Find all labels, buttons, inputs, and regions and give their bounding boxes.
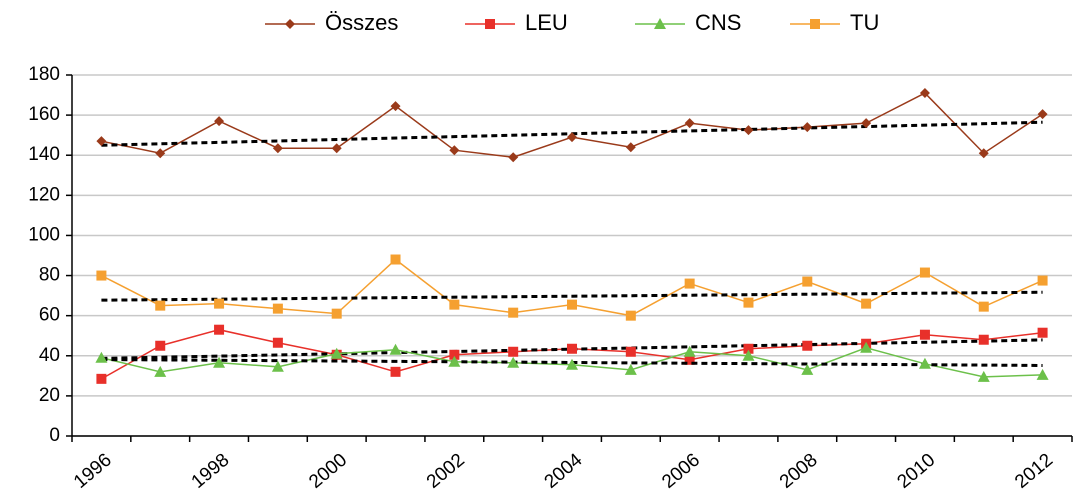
marker: [272, 143, 283, 154]
legend-marker: [654, 18, 666, 29]
marker: [214, 298, 225, 309]
legend-label: Összes: [325, 10, 398, 35]
y-tick-label: 100: [28, 224, 60, 245]
marker: [213, 356, 226, 368]
marker: [743, 297, 754, 308]
x-tick-label: 2006: [658, 450, 704, 493]
marker: [331, 308, 342, 319]
y-tick-label: 0: [49, 425, 60, 446]
marker: [743, 343, 754, 354]
marker: [448, 355, 461, 367]
marker: [743, 125, 754, 136]
marker: [919, 267, 930, 278]
marker: [683, 345, 696, 357]
legend-marker: [285, 19, 295, 29]
marker: [507, 356, 520, 368]
marker: [508, 346, 519, 357]
marker: [567, 132, 577, 143]
marker: [860, 341, 873, 353]
marker: [625, 142, 636, 153]
y-tick-label: 160: [28, 104, 60, 125]
marker: [154, 365, 167, 377]
y-tick-label: 80: [39, 265, 60, 286]
marker: [214, 324, 225, 335]
y-tick-label: 180: [28, 64, 60, 85]
marker: [625, 346, 636, 357]
x-tick-label: 2008: [776, 450, 822, 493]
marker: [390, 101, 401, 112]
marker: [624, 363, 637, 375]
marker: [742, 349, 755, 361]
marker: [684, 354, 695, 365]
marker: [801, 363, 814, 375]
x-tick-label: 2002: [423, 450, 469, 493]
legend-label: LEU: [525, 10, 568, 35]
marker: [155, 340, 166, 351]
x-tick-label: 2004: [541, 449, 587, 493]
legend-label: CNS: [695, 10, 741, 35]
marker: [155, 148, 166, 159]
marker: [449, 349, 460, 360]
marker: [802, 276, 813, 287]
x-tick-label: 2000: [305, 450, 351, 493]
marker: [331, 143, 342, 154]
marker: [978, 301, 989, 312]
marker: [214, 116, 225, 127]
marker: [330, 347, 343, 359]
marker: [155, 300, 166, 311]
marker: [449, 299, 460, 310]
marker: [272, 303, 283, 314]
marker: [566, 358, 578, 370]
marker: [95, 351, 108, 363]
trendline: [101, 290, 1043, 302]
y-tick-label: 60: [39, 305, 60, 326]
marker: [919, 329, 930, 340]
marker: [272, 337, 283, 348]
x-tick-label: 2010: [893, 450, 939, 493]
x-tick-label: 1998: [188, 450, 234, 493]
marker: [389, 343, 402, 355]
marker: [271, 360, 284, 372]
marker: [978, 148, 989, 159]
marker: [1037, 327, 1048, 338]
y-tick-label: 140: [28, 144, 60, 165]
marker: [390, 254, 401, 265]
marker: [1037, 275, 1048, 286]
marker: [684, 118, 695, 129]
marker: [508, 152, 519, 163]
x-tick-label: 2012: [1011, 450, 1057, 493]
marker: [1037, 109, 1048, 120]
x-tick-label: 1996: [70, 450, 116, 493]
marker: [684, 278, 695, 289]
marker: [919, 88, 930, 99]
marker: [567, 343, 577, 354]
legend-label: TU: [850, 10, 879, 35]
marker: [1036, 368, 1049, 380]
marker: [96, 136, 107, 147]
marker: [861, 298, 872, 309]
y-tick-label: 20: [39, 385, 60, 406]
marker: [96, 373, 107, 384]
marker: [861, 118, 872, 129]
legend-marker: [485, 19, 495, 29]
legend-marker: [810, 19, 820, 29]
marker: [918, 357, 931, 369]
marker: [625, 310, 636, 321]
y-tick-label: 40: [39, 345, 60, 366]
marker: [567, 299, 577, 310]
y-tick-label: 120: [28, 184, 60, 205]
marker: [449, 145, 460, 156]
marker: [508, 307, 519, 318]
marker: [978, 334, 989, 345]
marker: [96, 270, 107, 281]
marker: [802, 340, 813, 351]
marker: [977, 370, 990, 382]
marker: [802, 122, 813, 133]
marker: [390, 366, 401, 377]
